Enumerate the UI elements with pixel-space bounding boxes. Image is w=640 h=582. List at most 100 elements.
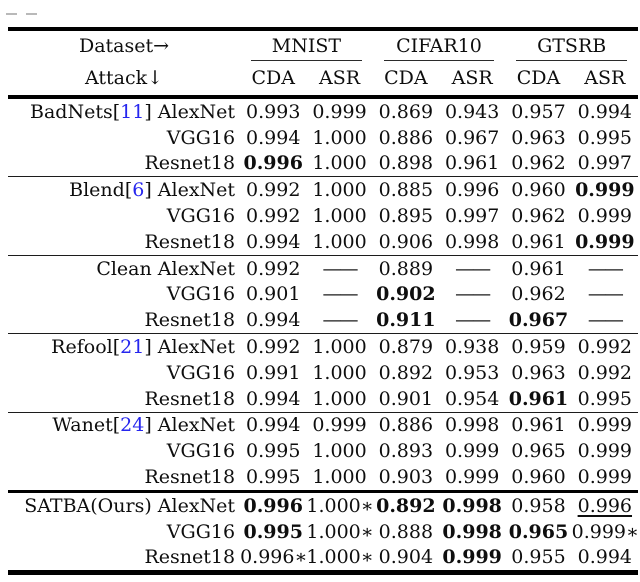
cell-value: 1.000∗	[306, 520, 374, 543]
row-label: VGG16	[8, 519, 240, 545]
cell-value: 1.000∗	[306, 546, 374, 569]
row-label: VGG16	[8, 438, 240, 464]
table-row: BadNets[11] AlexNet 0.993 0.999 0.869 0.943 0…	[8, 97, 638, 125]
cell-value: 1.000	[312, 466, 367, 489]
cell-value: 0.961	[511, 414, 566, 437]
model-name: Resnet18	[144, 466, 236, 489]
cell-value: 0.962	[511, 152, 566, 175]
cell-value: 0.963	[511, 361, 566, 384]
cell-value: 0.997	[444, 205, 500, 228]
cell-value: ——	[455, 283, 491, 306]
table-row: Resnet18 0.995 1.000 0.903 0.999 0.960 0.999	[8, 464, 638, 491]
attack-name: Wanet	[52, 414, 113, 437]
table-row: VGG16 0.995 1.000∗ 0.888 0.998 0.965 0.999∗	[8, 519, 639, 545]
model-name: AlexNet	[157, 414, 236, 437]
cell-value: 0.999	[312, 100, 367, 123]
cell-value: 1.000	[312, 230, 367, 253]
cell-value: 0.994	[577, 100, 633, 123]
dataset-group-gtsrb: GTSRB	[505, 29, 638, 61]
row-label: Refool[21] AlexNet	[51, 336, 236, 359]
citation-link[interactable]: 6	[132, 179, 145, 202]
cell-value: 0.904	[378, 546, 434, 569]
cell-value: 0.963	[511, 126, 566, 149]
dataset-group-mnist: MNIST	[240, 29, 373, 61]
table-row: Resnet18 0.994 1.000 0.901 0.954 0.961 0.995	[8, 386, 638, 412]
cell-value: 0.994	[246, 309, 301, 332]
cell-value: ——	[322, 257, 359, 280]
cell-value: 0.998	[444, 414, 500, 437]
cell-value: 0.992	[246, 205, 301, 228]
cell-value: 0.994	[246, 126, 301, 149]
cell-value: 1.000	[312, 152, 367, 175]
cell-value: 0.992	[246, 257, 301, 280]
cell-value: 0.997	[577, 152, 633, 175]
cell-value: 1.000	[312, 387, 367, 410]
cell-value: 1.000	[312, 440, 367, 463]
cell-value: ——	[322, 283, 359, 306]
cell-value: 0.998	[442, 494, 502, 517]
citation-link[interactable]: 21	[120, 336, 145, 359]
cell-value: 0.869	[378, 100, 434, 123]
dataset-group-cifar10: CIFAR10	[373, 29, 506, 61]
table-row: Wanet[24] AlexNet 0.994 0.999 0.886 0.998 0.9…	[8, 412, 638, 438]
cell-value: 0.992	[577, 361, 633, 384]
model-name: VGG16	[166, 283, 236, 306]
cell-value: 0.958	[511, 494, 566, 517]
cropped-text-artifact	[6, 0, 46, 15]
cell-value: 0.996	[577, 494, 633, 517]
cell-value: 0.960	[511, 179, 566, 202]
cell-value: 0.967	[508, 309, 569, 332]
cell-value: 0.999	[577, 414, 633, 437]
subcol-gtsrb-asr: ASR	[584, 67, 626, 89]
row-label: VGG16	[8, 125, 240, 151]
row-label: Resnet18	[8, 386, 240, 412]
table-row: VGG16 0.995 1.000 0.893 0.999 0.965 0.999	[8, 438, 638, 464]
cell-value: 0.994	[577, 546, 633, 569]
cell-value: 0.994	[246, 414, 301, 437]
table-row: Resnet18 0.994 1.000 0.906 0.998 0.961 0.999	[8, 229, 638, 255]
cell-value: 0.961	[508, 387, 569, 410]
cell-value: 0.954	[444, 387, 500, 410]
citation-link[interactable]: 11	[120, 100, 145, 123]
attack-name: Refool	[51, 336, 113, 359]
row-label: Clean AlexNet	[8, 255, 240, 281]
table-row: VGG16 0.994 1.000 0.886 0.967 0.963 0.995	[8, 125, 638, 151]
cell-value: 0.889	[378, 257, 434, 280]
cell-value: 1.000	[312, 179, 367, 202]
row-label: Resnet18	[8, 307, 240, 333]
cell-value: 0.999	[575, 230, 635, 253]
cell-value: 1.000	[312, 205, 367, 228]
model-name: AlexNet	[157, 494, 236, 517]
cell-value: 1.000	[312, 336, 367, 359]
model-name: AlexNet	[157, 257, 236, 280]
cell-value: 0.938	[444, 336, 500, 359]
table-row: SATBA(Ours) AlexNet 0.996 1.000∗ 0.892 0.998…	[8, 491, 638, 518]
cell-value: 0.995	[577, 387, 633, 410]
citation-link[interactable]: 24	[120, 414, 145, 437]
cell-value: 0.998	[444, 230, 500, 253]
cell-value: 0.999	[575, 179, 635, 202]
row-label: Wanet[24] AlexNet	[52, 414, 236, 437]
cell-value: 0.999	[444, 440, 500, 463]
cell-value: 0.996	[243, 152, 303, 175]
model-name: Resnet18	[144, 387, 236, 410]
cell-value: 0.901	[246, 283, 301, 306]
cell-value: 0.961	[511, 257, 566, 280]
table-row: Resnet18 0.994 —— 0.911 —— 0.967 ——	[8, 307, 638, 333]
cell-value: 0.992	[577, 336, 633, 359]
cell-value: ——	[587, 283, 624, 306]
attack-name: Blend	[69, 179, 125, 202]
cell-value: 0.993	[246, 100, 301, 123]
cell-value: 0.955	[511, 546, 566, 569]
cell-value: 0.953	[444, 361, 500, 384]
attack-arrow-label: Attack↓	[85, 67, 164, 89]
cell-value: 0.962	[511, 205, 566, 228]
results-table: Dataset→ MNIST CIFAR10 GTSRB Attack↓ CDA…	[8, 27, 639, 576]
cell-value: 0.943	[444, 100, 500, 123]
model-name: Resnet18	[144, 309, 236, 332]
cell-value: 0.999∗	[571, 520, 639, 543]
cell-value: 0.992	[246, 336, 301, 359]
row-label: VGG16	[8, 282, 240, 308]
cell-value: 0.911	[376, 309, 436, 332]
cell-value: 0.961	[511, 230, 566, 253]
